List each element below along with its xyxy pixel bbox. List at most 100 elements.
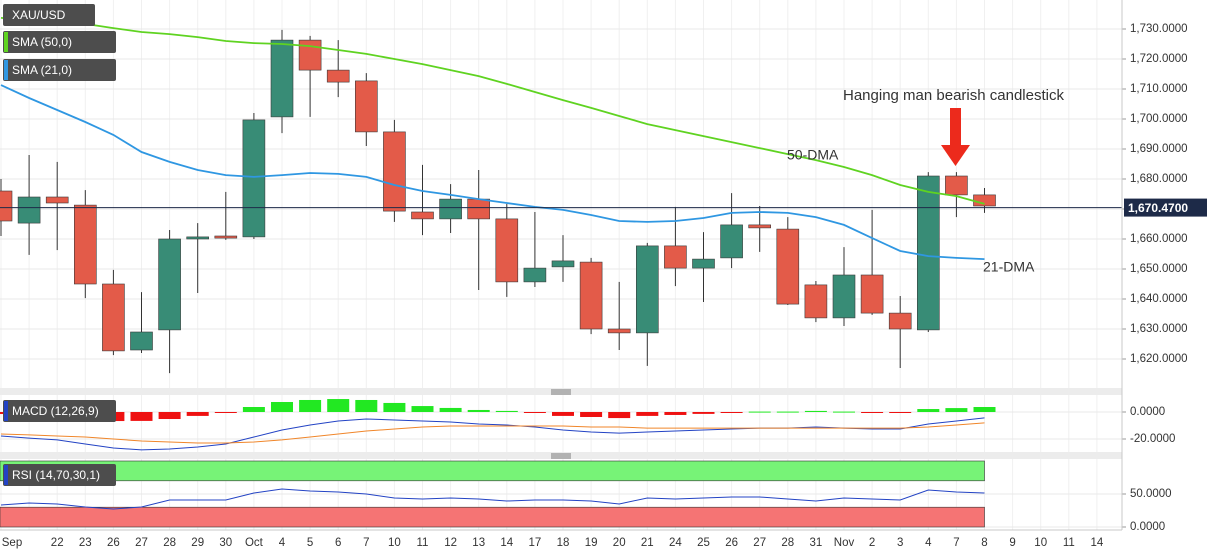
legend-box: [3, 31, 116, 53]
x-tick-label: 20: [613, 537, 626, 549]
candle-body: [720, 224, 743, 259]
legend-box: [3, 59, 116, 81]
x-tick-label: 17: [529, 537, 542, 549]
candle-body: [860, 274, 884, 314]
legend-label: RSI (14,70,30,1): [12, 468, 100, 482]
histogram-bar: [889, 411, 912, 413]
y-tick-label: 1,700.0000: [1130, 113, 1188, 125]
line: [0, 417, 985, 451]
x-tick-label: 13: [472, 537, 485, 549]
histogram-bar: [242, 407, 265, 412]
histogram-bar: [130, 411, 153, 421]
histogram-bar: [552, 411, 574, 416]
histogram-bar: [495, 410, 518, 412]
x-tick-label: 28: [781, 537, 794, 549]
legend-label: SMA (50,0): [12, 35, 72, 49]
histogram-bar: [861, 411, 884, 413]
y-tick-label: 1,650.0000: [1130, 263, 1188, 275]
x-tick-label: 8: [981, 537, 987, 549]
candle-body: [158, 238, 181, 331]
y-tick-label: 1,620.0000: [1130, 353, 1188, 365]
candle-body: [945, 175, 968, 196]
histogram-bar: [664, 411, 687, 415]
histogram-bar: [580, 411, 603, 417]
histogram-bar: [776, 411, 799, 413]
marks: [0, 17, 1122, 528]
legend-box: [3, 400, 116, 422]
x-tick-label: 10: [1034, 537, 1047, 549]
y-tick-label: 50.0000: [1130, 488, 1172, 500]
x-tick-label: 30: [219, 537, 232, 549]
x-tick-label: 25: [697, 537, 710, 549]
last-price-box: [1124, 198, 1207, 217]
histogram-bar: [720, 411, 743, 413]
histogram-bar: [523, 411, 546, 413]
y-tick-label: 1,680.0000: [1130, 173, 1188, 185]
candle-body: [0, 190, 13, 222]
annotation: Hanging man bearish candlestick: [843, 87, 1064, 104]
candle-body: [551, 260, 575, 268]
x-tick-label: 11: [417, 537, 429, 549]
x-tick-label: 26: [725, 537, 738, 549]
histogram-bar: [299, 399, 322, 412]
candle-body: [832, 274, 856, 319]
x-tick-label: 4: [279, 537, 286, 549]
x-tick-label: 14: [1091, 537, 1104, 549]
line: [0, 422, 985, 444]
candle-body: [186, 236, 209, 240]
candle-body: [17, 196, 41, 224]
x-tick-label: 7: [363, 537, 369, 549]
legend-swatch: [4, 32, 8, 52]
y-tick-label: 0.0000: [1130, 406, 1165, 418]
histogram-bar: [833, 411, 855, 413]
last-price-label: 1,670.4700: [1128, 201, 1188, 215]
legend-swatch: [4, 465, 8, 485]
candle-body: [804, 284, 828, 319]
divider-handle: [551, 389, 571, 459]
x-tick-label: 2: [869, 537, 875, 549]
annotation-arrow-head: [941, 145, 970, 166]
candle-body: [439, 198, 462, 220]
candle-body: [411, 211, 434, 220]
x-tick-label: 27: [753, 537, 766, 549]
legend-box: [3, 464, 116, 486]
rsi-band: [0, 460, 985, 482]
histogram-bar: [636, 411, 659, 416]
x-tick-label: 24: [669, 537, 682, 549]
line: [0, 84, 985, 260]
x-tick-label: 19: [585, 537, 598, 549]
y-tick-label: 0.0000: [1130, 521, 1165, 533]
x-tick-label: 23: [79, 537, 92, 549]
x-tick-label: 22: [51, 537, 64, 549]
histogram-bar: [186, 411, 209, 416]
x-tick-label: 6: [335, 537, 341, 549]
histogram-bar: [917, 409, 940, 412]
histogram-bar: [271, 402, 293, 412]
x-tick-label: 31: [810, 537, 823, 549]
histogram-bar: [945, 408, 968, 412]
candle-body: [214, 235, 238, 239]
x-tick-label: 5: [307, 537, 313, 549]
x-tick-label: 7: [953, 537, 959, 549]
histogram-bar: [214, 411, 237, 413]
histogram-bar: [804, 410, 827, 412]
candle-body: [45, 196, 69, 204]
candle-body: [298, 39, 322, 71]
y-tick-label: -20.0000: [1130, 433, 1175, 445]
candle-body: [748, 224, 772, 229]
legend-label: MACD (12,26,9): [12, 404, 99, 418]
candle-body: [74, 204, 97, 285]
histogram-bar: [973, 407, 996, 412]
candle-body: [467, 198, 491, 220]
x-tick-label: 4: [925, 537, 932, 549]
x-tick-label: 3: [897, 537, 903, 549]
annotation-arrow-shaft: [950, 108, 961, 146]
x-tick-label: 10: [388, 537, 401, 549]
x-tick-label: 21: [641, 537, 654, 549]
x-tick-label: 12: [444, 537, 457, 549]
histogram-bar: [411, 406, 434, 412]
y-tick-label: 1,630.0000: [1130, 323, 1188, 335]
histogram-bar: [608, 411, 631, 419]
legend-label: SMA (21,0): [12, 63, 72, 77]
